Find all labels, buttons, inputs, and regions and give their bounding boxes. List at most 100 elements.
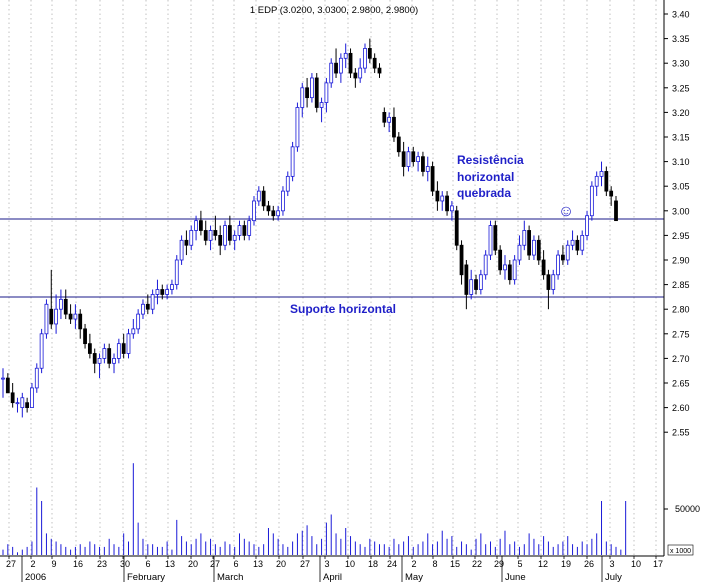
candle — [92, 348, 97, 374]
candle — [425, 156, 430, 182]
candle — [300, 82, 305, 118]
candle — [285, 171, 290, 197]
candle — [131, 319, 136, 339]
candle — [507, 260, 512, 285]
date-tick-label: 24 — [387, 559, 397, 569]
candle — [546, 269, 551, 310]
candle — [49, 269, 54, 329]
candle-body — [527, 230, 532, 256]
candle — [15, 397, 20, 413]
candle-body — [10, 392, 15, 404]
candle — [411, 146, 416, 167]
candle — [551, 269, 556, 295]
candle-body — [213, 230, 218, 236]
candle-body — [44, 303, 49, 335]
candle-body — [498, 249, 503, 271]
candle-body — [363, 48, 367, 69]
candle — [396, 132, 401, 157]
candle-body — [561, 254, 565, 261]
candle-body — [551, 274, 556, 290]
candle — [5, 373, 10, 394]
candle-body — [97, 357, 102, 364]
candle-body — [589, 185, 594, 217]
candle-body — [78, 313, 83, 330]
candle-body — [49, 308, 54, 325]
candle-body — [59, 298, 63, 310]
candle — [589, 181, 594, 221]
price-tick-label: 2.95 — [672, 231, 690, 241]
chart-title: 1 EDP (3.0200, 3.0300, 2.9800, 2.9800) — [250, 5, 418, 16]
candle-body — [300, 87, 305, 108]
candle-body — [392, 116, 396, 138]
candle — [63, 289, 68, 320]
date-tick-label: 6 — [233, 559, 238, 569]
candle-body — [160, 289, 165, 295]
candle — [319, 97, 324, 123]
candle-body — [83, 328, 87, 345]
candle — [314, 73, 319, 113]
candle — [338, 53, 343, 83]
candle-body — [348, 52, 353, 74]
candle-body — [232, 234, 237, 241]
candle-body — [34, 367, 39, 389]
candle-body — [30, 387, 34, 409]
candle-body — [338, 57, 343, 74]
candle — [353, 68, 358, 88]
candle-body — [203, 230, 208, 241]
candle — [445, 191, 449, 216]
candle — [145, 294, 150, 315]
candle — [421, 151, 425, 177]
candle-body — [541, 259, 546, 276]
candle — [194, 215, 198, 241]
date-tick-label: 29 — [494, 559, 504, 569]
candle — [271, 205, 276, 221]
candle — [570, 230, 575, 251]
date-tick-label: 2 — [411, 559, 416, 569]
candle — [59, 289, 63, 320]
axes: 3.40 3.35 3.30 3.25 3.20 3.15 3.10 3.05 3.00 2.95… — [0, 0, 690, 583]
candle — [614, 196, 618, 222]
candle-body — [281, 190, 285, 212]
candle — [599, 161, 604, 187]
candle — [575, 235, 580, 256]
date-tick-label: 30 — [120, 559, 130, 569]
candle — [141, 299, 145, 320]
candle — [121, 333, 126, 359]
candle — [343, 43, 348, 69]
candle-body — [5, 377, 10, 394]
candle — [155, 279, 160, 305]
candle-body — [435, 190, 440, 202]
candle — [184, 230, 189, 256]
candle-body — [102, 348, 107, 359]
candle-body — [25, 402, 30, 408]
candle — [295, 102, 300, 152]
date-tick-label: 16 — [73, 559, 83, 569]
candle-body — [585, 215, 589, 236]
price-tick-label: 3.35 — [672, 34, 690, 44]
candle-body — [401, 151, 406, 167]
candle-body — [145, 303, 150, 310]
candle-body — [266, 205, 271, 212]
candle-body — [126, 333, 131, 354]
candle — [459, 240, 464, 285]
candle — [498, 245, 503, 275]
candle-body — [208, 230, 213, 241]
candle-body — [425, 166, 430, 172]
candle — [34, 363, 39, 393]
candle-body — [377, 67, 382, 74]
candle — [512, 255, 517, 285]
candle-body — [517, 244, 522, 261]
candle-body — [334, 62, 338, 74]
candle-body — [536, 239, 541, 261]
price-tick-label: 2.75 — [672, 329, 690, 339]
candle — [54, 294, 58, 334]
candle — [20, 392, 25, 418]
candle — [358, 58, 363, 83]
candle — [174, 255, 179, 290]
candle — [78, 309, 83, 339]
price-tick-label: 3.15 — [672, 133, 690, 143]
price-tick-label: 2.85 — [672, 280, 690, 290]
candle — [440, 191, 445, 211]
month-label: April — [323, 572, 342, 582]
